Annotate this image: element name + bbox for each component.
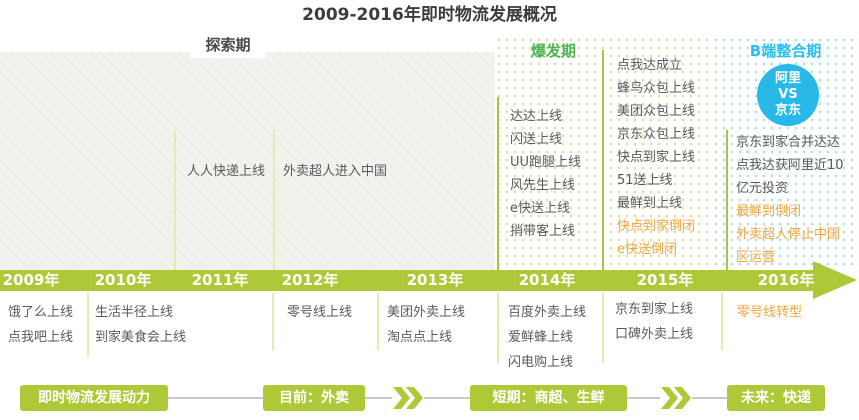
vs-badge-line: 阿里 bbox=[774, 71, 801, 86]
flow-driver-box: 即时物流发展动力 bbox=[20, 385, 168, 411]
year-label-2013: 2013年 bbox=[406, 271, 464, 289]
event-item: 外卖超人进入中国 bbox=[283, 164, 388, 179]
event-item: UU跑腿上线 bbox=[510, 155, 582, 170]
year-label-2014: 2014年 bbox=[518, 271, 576, 289]
event-item: e快送上线 bbox=[510, 201, 570, 216]
separator-line bbox=[377, 293, 379, 350]
event-item: 点我达获阿里近10 亿元投资 bbox=[736, 158, 844, 196]
events-below-2012: 零号线上线 bbox=[287, 300, 352, 325]
phase-label-bend: B端整合期 bbox=[749, 42, 822, 60]
events-below-2009: 饿了么上线 点我吧上线 bbox=[8, 300, 73, 350]
phase-label-explore: 探索期 bbox=[190, 33, 266, 58]
year-label-2015: 2015年 bbox=[636, 271, 694, 289]
double-chevron-icon bbox=[393, 387, 423, 409]
event-item: 点我达成立 bbox=[617, 58, 683, 73]
events-above-2012: 外卖超人进入中国 bbox=[283, 160, 387, 183]
event-item: 生活半径上线 bbox=[95, 305, 174, 320]
events-below-2010: 生活半径上线 到家美食会上线 bbox=[95, 300, 186, 350]
separator-line bbox=[726, 130, 728, 270]
flow-connector bbox=[692, 397, 727, 399]
timeline-arrow-icon bbox=[813, 261, 857, 299]
flow-connector bbox=[365, 397, 392, 399]
event-item: 蜂鸟众包上线 bbox=[617, 81, 696, 96]
separator-line bbox=[174, 130, 176, 270]
event-item: 淘点点上线 bbox=[387, 330, 453, 345]
event-item: 闪送上线 bbox=[510, 132, 563, 147]
flow-future-box: 未来：快递 bbox=[727, 385, 825, 411]
events-above-2011: 人人快递上线 bbox=[187, 160, 265, 183]
separator-line bbox=[721, 293, 723, 350]
separator-line bbox=[273, 130, 275, 270]
event-item: 饿了么上线 bbox=[8, 305, 74, 320]
separator-line bbox=[497, 293, 499, 363]
event-item: 风先生上线 bbox=[510, 178, 576, 193]
events-above-2016: 京东到家合并达达 点我达获阿里近10 亿元投资 最鲜到倒闭 外卖超人停止中国 区… bbox=[736, 131, 844, 269]
event-item: 快点到家上线 bbox=[617, 150, 696, 165]
year-label-2009: 2009年 bbox=[2, 271, 60, 289]
year-label-2011: 2011年 bbox=[191, 271, 249, 289]
event-item: 百度外卖上线 bbox=[508, 305, 587, 320]
event-item: 零号线转型 bbox=[737, 305, 803, 320]
event-item: 外卖超人停止中国 区运营 bbox=[736, 227, 841, 265]
separator-line bbox=[602, 50, 604, 270]
event-item: e快送倒闭 bbox=[617, 242, 677, 257]
event-item: 京东众包上线 bbox=[617, 127, 696, 142]
events-below-2016: 零号线转型 bbox=[737, 300, 802, 325]
year-label-2016: 2016年 bbox=[757, 271, 815, 289]
events-below-2014: 百度外卖上线 爱鲜蜂上线 闪电购上线 bbox=[508, 300, 586, 375]
flow-now-box: 目前：外卖 bbox=[263, 385, 365, 411]
event-item: 京东到家合并达达 bbox=[736, 135, 841, 150]
separator-line bbox=[87, 293, 89, 357]
double-chevron-icon bbox=[661, 387, 691, 409]
separator-line bbox=[602, 293, 604, 363]
flow-short-term-box: 短期：商超、生鲜 bbox=[470, 385, 627, 411]
year-label-2010: 2010年 bbox=[94, 271, 152, 289]
event-item: 最鲜到倒闭 bbox=[736, 204, 802, 219]
event-item: 美团外卖上线 bbox=[387, 305, 466, 320]
flow-connector bbox=[168, 397, 263, 399]
event-item: 闪电购上线 bbox=[508, 355, 574, 370]
event-item: 口碑外卖上线 bbox=[615, 327, 694, 342]
explore-phase-region bbox=[0, 52, 495, 270]
page-title: 2009-2016年即时物流发展概况 bbox=[302, 5, 557, 25]
event-item: 美团众包上线 bbox=[617, 104, 696, 119]
flow-connector bbox=[627, 397, 660, 399]
event-item: 京东到家上线 bbox=[615, 302, 694, 317]
timeline-band bbox=[0, 270, 815, 291]
year-label-2012: 2012年 bbox=[281, 271, 339, 289]
vs-badge-line: 京东 bbox=[774, 103, 801, 118]
separator-line bbox=[272, 293, 274, 350]
event-item: 人人快递上线 bbox=[187, 164, 266, 179]
event-item: 快点到家倒闭 bbox=[617, 219, 696, 234]
event-item: 达达上线 bbox=[510, 109, 563, 124]
event-item: 点我吧上线 bbox=[8, 330, 74, 345]
ali-vs-jd-badge: 阿里 VS 京东 bbox=[757, 64, 819, 126]
events-below-2015: 京东到家上线 口碑外卖上线 bbox=[615, 297, 693, 347]
event-item: 最鲜到上线 bbox=[617, 196, 683, 211]
event-item: 51送上线 bbox=[617, 173, 673, 188]
events-above-2015: 点我达成立 蜂鸟众包上线 美团众包上线 京东众包上线 快点到家上线 51送上线 … bbox=[617, 54, 695, 261]
vs-badge-line: VS bbox=[778, 87, 798, 102]
event-item: 爱鲜蜂上线 bbox=[508, 330, 574, 345]
phase-label-burst: 爆发期 bbox=[531, 42, 577, 60]
event-item: 捎带客上线 bbox=[510, 224, 576, 239]
separator-line bbox=[497, 97, 499, 270]
events-above-2014: 达达上线 闪送上线 UU跑腿上线 风先生上线 e快送上线 捎带客上线 bbox=[510, 105, 581, 243]
event-item: 到家美食会上线 bbox=[95, 330, 187, 345]
events-below-2013: 美团外卖上线 淘点点上线 bbox=[387, 300, 465, 350]
flow-connector bbox=[424, 397, 470, 399]
event-item: 零号线上线 bbox=[287, 305, 353, 320]
